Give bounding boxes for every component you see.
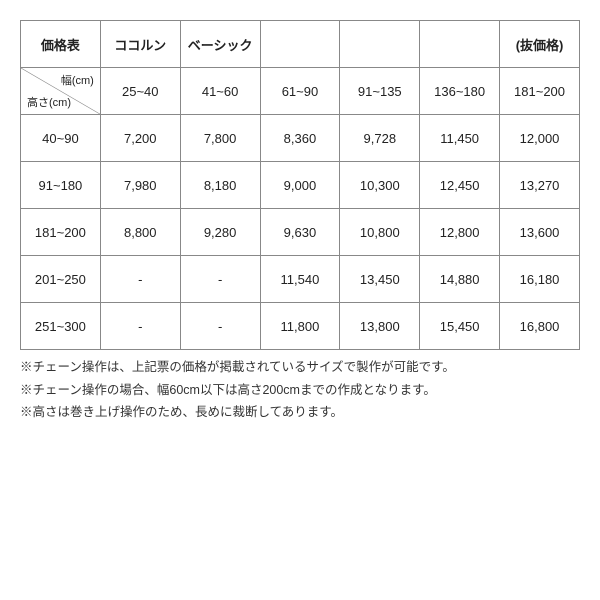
price-cell: 9,630 xyxy=(260,209,340,256)
price-cell: 13,600 xyxy=(500,209,580,256)
diag-bottom-label: 高さ(cm) xyxy=(27,94,71,110)
price-cell: 13,800 xyxy=(340,303,420,350)
note-line: ※チェーン操作は、上記票の価格が掲載されているサイズで製作が可能です。 xyxy=(20,356,580,379)
table-row: 251~300 - - 11,800 13,800 15,450 16,800 xyxy=(21,303,580,350)
price-cell: 8,800 xyxy=(100,209,180,256)
price-cell: 9,280 xyxy=(180,209,260,256)
width-col: 181~200 xyxy=(500,68,580,115)
width-col: 61~90 xyxy=(260,68,340,115)
header-group2: ベーシック xyxy=(180,21,260,68)
price-cell: 8,360 xyxy=(260,115,340,162)
diagonal-header: 幅(cm) 高さ(cm) xyxy=(21,68,101,115)
price-cell: - xyxy=(100,256,180,303)
price-cell: 12,450 xyxy=(420,162,500,209)
price-cell: 7,800 xyxy=(180,115,260,162)
price-cell: 13,450 xyxy=(340,256,420,303)
table-row: 201~250 - - 11,540 13,450 14,880 16,180 xyxy=(21,256,580,303)
header-blank-3 xyxy=(420,21,500,68)
price-cell: 11,450 xyxy=(420,115,500,162)
price-cell: 7,980 xyxy=(100,162,180,209)
table-row: 40~90 7,200 7,800 8,360 9,728 11,450 12,… xyxy=(21,115,580,162)
header-group1: ココルン xyxy=(100,21,180,68)
price-cell: 9,728 xyxy=(340,115,420,162)
row-label: 251~300 xyxy=(21,303,101,350)
header-row-1: 価格表 ココルン ベーシック (抜価格) xyxy=(21,21,580,68)
price-cell: 11,540 xyxy=(260,256,340,303)
price-cell: 16,180 xyxy=(500,256,580,303)
price-cell: 10,800 xyxy=(340,209,420,256)
price-cell: 11,800 xyxy=(260,303,340,350)
width-col: 136~180 xyxy=(420,68,500,115)
price-cell: 15,450 xyxy=(420,303,500,350)
price-cell: - xyxy=(180,303,260,350)
note-line: ※チェーン操作の場合、幅60cm以下は高さ200cmまでの作成となります。 xyxy=(20,379,580,402)
row-label: 91~180 xyxy=(21,162,101,209)
header-row-2: 幅(cm) 高さ(cm) 25~40 41~60 61~90 91~135 13… xyxy=(21,68,580,115)
header-blank-1 xyxy=(260,21,340,68)
note-line: ※高さは巻き上げ操作のため、長めに裁断してあります。 xyxy=(20,401,580,424)
width-col: 41~60 xyxy=(180,68,260,115)
price-cell: 8,180 xyxy=(180,162,260,209)
header-title: 価格表 xyxy=(21,21,101,68)
width-col: 91~135 xyxy=(340,68,420,115)
price-cell: 7,200 xyxy=(100,115,180,162)
price-table: 価格表 ココルン ベーシック (抜価格) 幅(cm) 高さ(cm) 25~40 … xyxy=(20,20,580,350)
row-label: 201~250 xyxy=(21,256,101,303)
width-col: 25~40 xyxy=(100,68,180,115)
table-row: 91~180 7,980 8,180 9,000 10,300 12,450 1… xyxy=(21,162,580,209)
price-cell: 9,000 xyxy=(260,162,340,209)
notes-block: ※チェーン操作は、上記票の価格が掲載されているサイズで製作が可能です。 ※チェー… xyxy=(20,356,580,424)
table-row: 181~200 8,800 9,280 9,630 10,800 12,800 … xyxy=(21,209,580,256)
price-cell: 12,800 xyxy=(420,209,500,256)
header-blank-2 xyxy=(340,21,420,68)
price-cell: 12,000 xyxy=(500,115,580,162)
row-label: 40~90 xyxy=(21,115,101,162)
row-label: 181~200 xyxy=(21,209,101,256)
header-price-note: (抜価格) xyxy=(500,21,580,68)
price-cell: 16,800 xyxy=(500,303,580,350)
price-cell: 13,270 xyxy=(500,162,580,209)
price-cell: 14,880 xyxy=(420,256,500,303)
price-cell: - xyxy=(180,256,260,303)
price-cell: - xyxy=(100,303,180,350)
price-cell: 10,300 xyxy=(340,162,420,209)
diag-top-label: 幅(cm) xyxy=(61,72,94,88)
